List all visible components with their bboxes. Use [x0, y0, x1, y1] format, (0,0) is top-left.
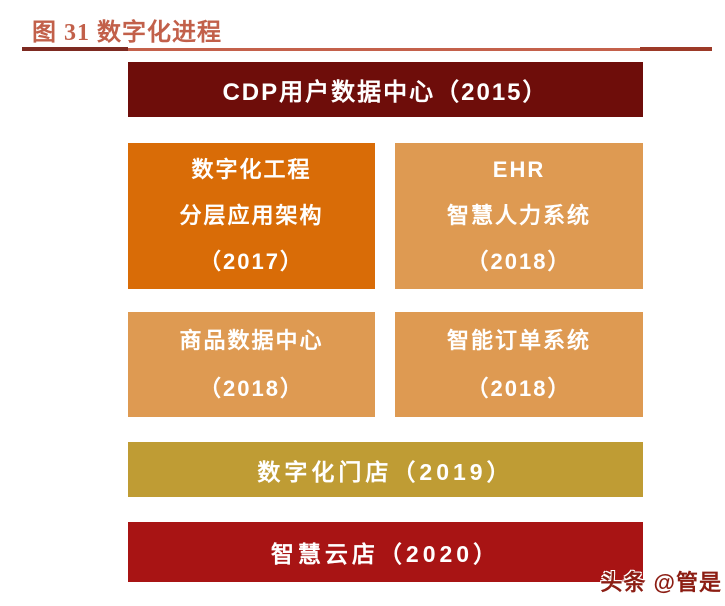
title-underline-end-segment	[640, 47, 712, 51]
title-underline-dark-segment	[22, 47, 128, 51]
milestone-box-smart-order-system: 智能订单系统 （2018）	[395, 312, 643, 417]
milestone-label: 数字化门店（2019）	[257, 458, 514, 485]
milestone-box-smart-cloud-store: 智慧云店（2020）	[128, 522, 643, 582]
milestone-label: 智慧人力系统	[446, 203, 591, 228]
milestone-box-ehr-smart-hr-system: EHR 智慧人力系统 （2018）	[395, 143, 643, 289]
milestone-year: （2018）	[199, 375, 304, 401]
title-underline-light-segment	[128, 48, 640, 51]
toutiao-watermark: 头条 @管是	[600, 570, 722, 595]
milestone-box-digital-engineering-architecture: 数字化工程 分层应用架构 （2017）	[128, 143, 375, 289]
milestone-box-cdp-user-data-center: CDP用户数据中心（2015）	[128, 62, 643, 117]
milestone-year: （2018）	[466, 249, 572, 274]
milestone-label: CDP用户数据中心（2015）	[222, 79, 549, 106]
milestone-label: 智慧云店（2020）	[270, 541, 501, 567]
figure-title: 图 31 数字化进程	[32, 20, 222, 46]
milestone-year: （2018）	[466, 375, 572, 401]
milestone-year: （2017）	[199, 249, 304, 274]
milestone-box-digital-store: 数字化门店（2019）	[128, 442, 643, 497]
milestone-label: EHR	[492, 157, 546, 182]
milestone-label: 分层应用架构	[179, 203, 324, 228]
milestone-label: 数字化工程	[191, 157, 312, 182]
milestone-box-merchandise-data-center: 商品数据中心 （2018）	[128, 312, 375, 417]
milestone-label: 商品数据中心	[179, 327, 324, 353]
milestone-label: 智能订单系统	[446, 327, 591, 353]
